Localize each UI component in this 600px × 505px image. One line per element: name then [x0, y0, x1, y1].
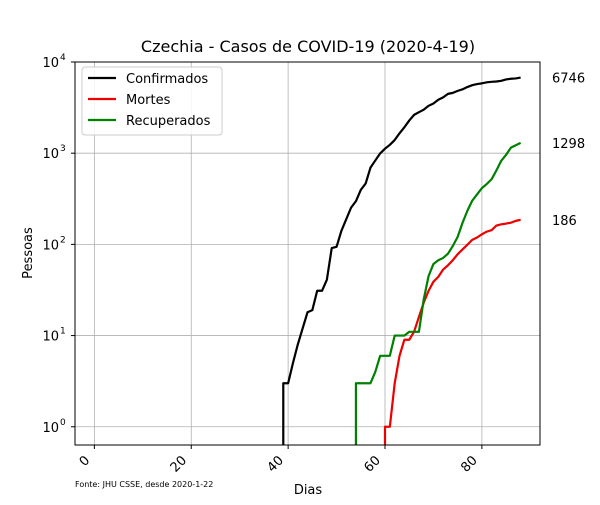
series-layer — [282, 76, 522, 445]
y-tick-label: 10 — [42, 56, 59, 71]
series-line-recuperados — [354, 141, 522, 445]
series-line-confirmados — [282, 76, 521, 445]
x-axis-ticks: 0 20 40 60 80 — [77, 445, 483, 476]
end-value-label: 1298 — [552, 137, 585, 152]
y-tick-label: 10 — [42, 421, 59, 436]
x-tick-label: 60 — [362, 453, 384, 475]
chart-title: Czechia - Casos de COVID-19 (2020-4-19) — [141, 37, 475, 56]
legend-label: Confirmados — [126, 72, 208, 87]
x-axis-label: Dias — [294, 483, 323, 498]
y-axis-label: Pessoas — [21, 227, 36, 279]
legend: Confirmados Mortes Recuperados — [81, 66, 223, 136]
y-tick-label: 10 — [42, 238, 59, 253]
end-value-label: 6746 — [552, 72, 585, 87]
end-value-labels: 6746 186 1298 — [552, 72, 585, 229]
legend-label: Recuperados — [126, 114, 211, 129]
y-tick-exponent: 0 — [60, 418, 66, 428]
x-tick-label: 40 — [265, 453, 287, 475]
x-tick-label: 80 — [458, 453, 480, 475]
y-tick-exponent: 1 — [60, 327, 66, 337]
y-tick-label: 10 — [42, 147, 59, 162]
plot-frame — [74, 61, 541, 446]
y-tick-label: 10 — [42, 330, 59, 345]
end-value-label: 186 — [552, 214, 577, 229]
legend-label: Mortes — [126, 93, 171, 108]
source-note: Fonte: JHU CSSE, desde 2020-1-22 — [75, 480, 213, 489]
x-tick-label: 20 — [168, 453, 190, 475]
legend-box — [81, 66, 223, 136]
y-tick-exponent: 4 — [60, 53, 66, 63]
y-tick-exponent: 3 — [60, 144, 66, 154]
y-tick-exponent: 2 — [60, 235, 66, 245]
series-line-mortes — [383, 218, 521, 445]
x-tick-label: 0 — [77, 453, 93, 469]
